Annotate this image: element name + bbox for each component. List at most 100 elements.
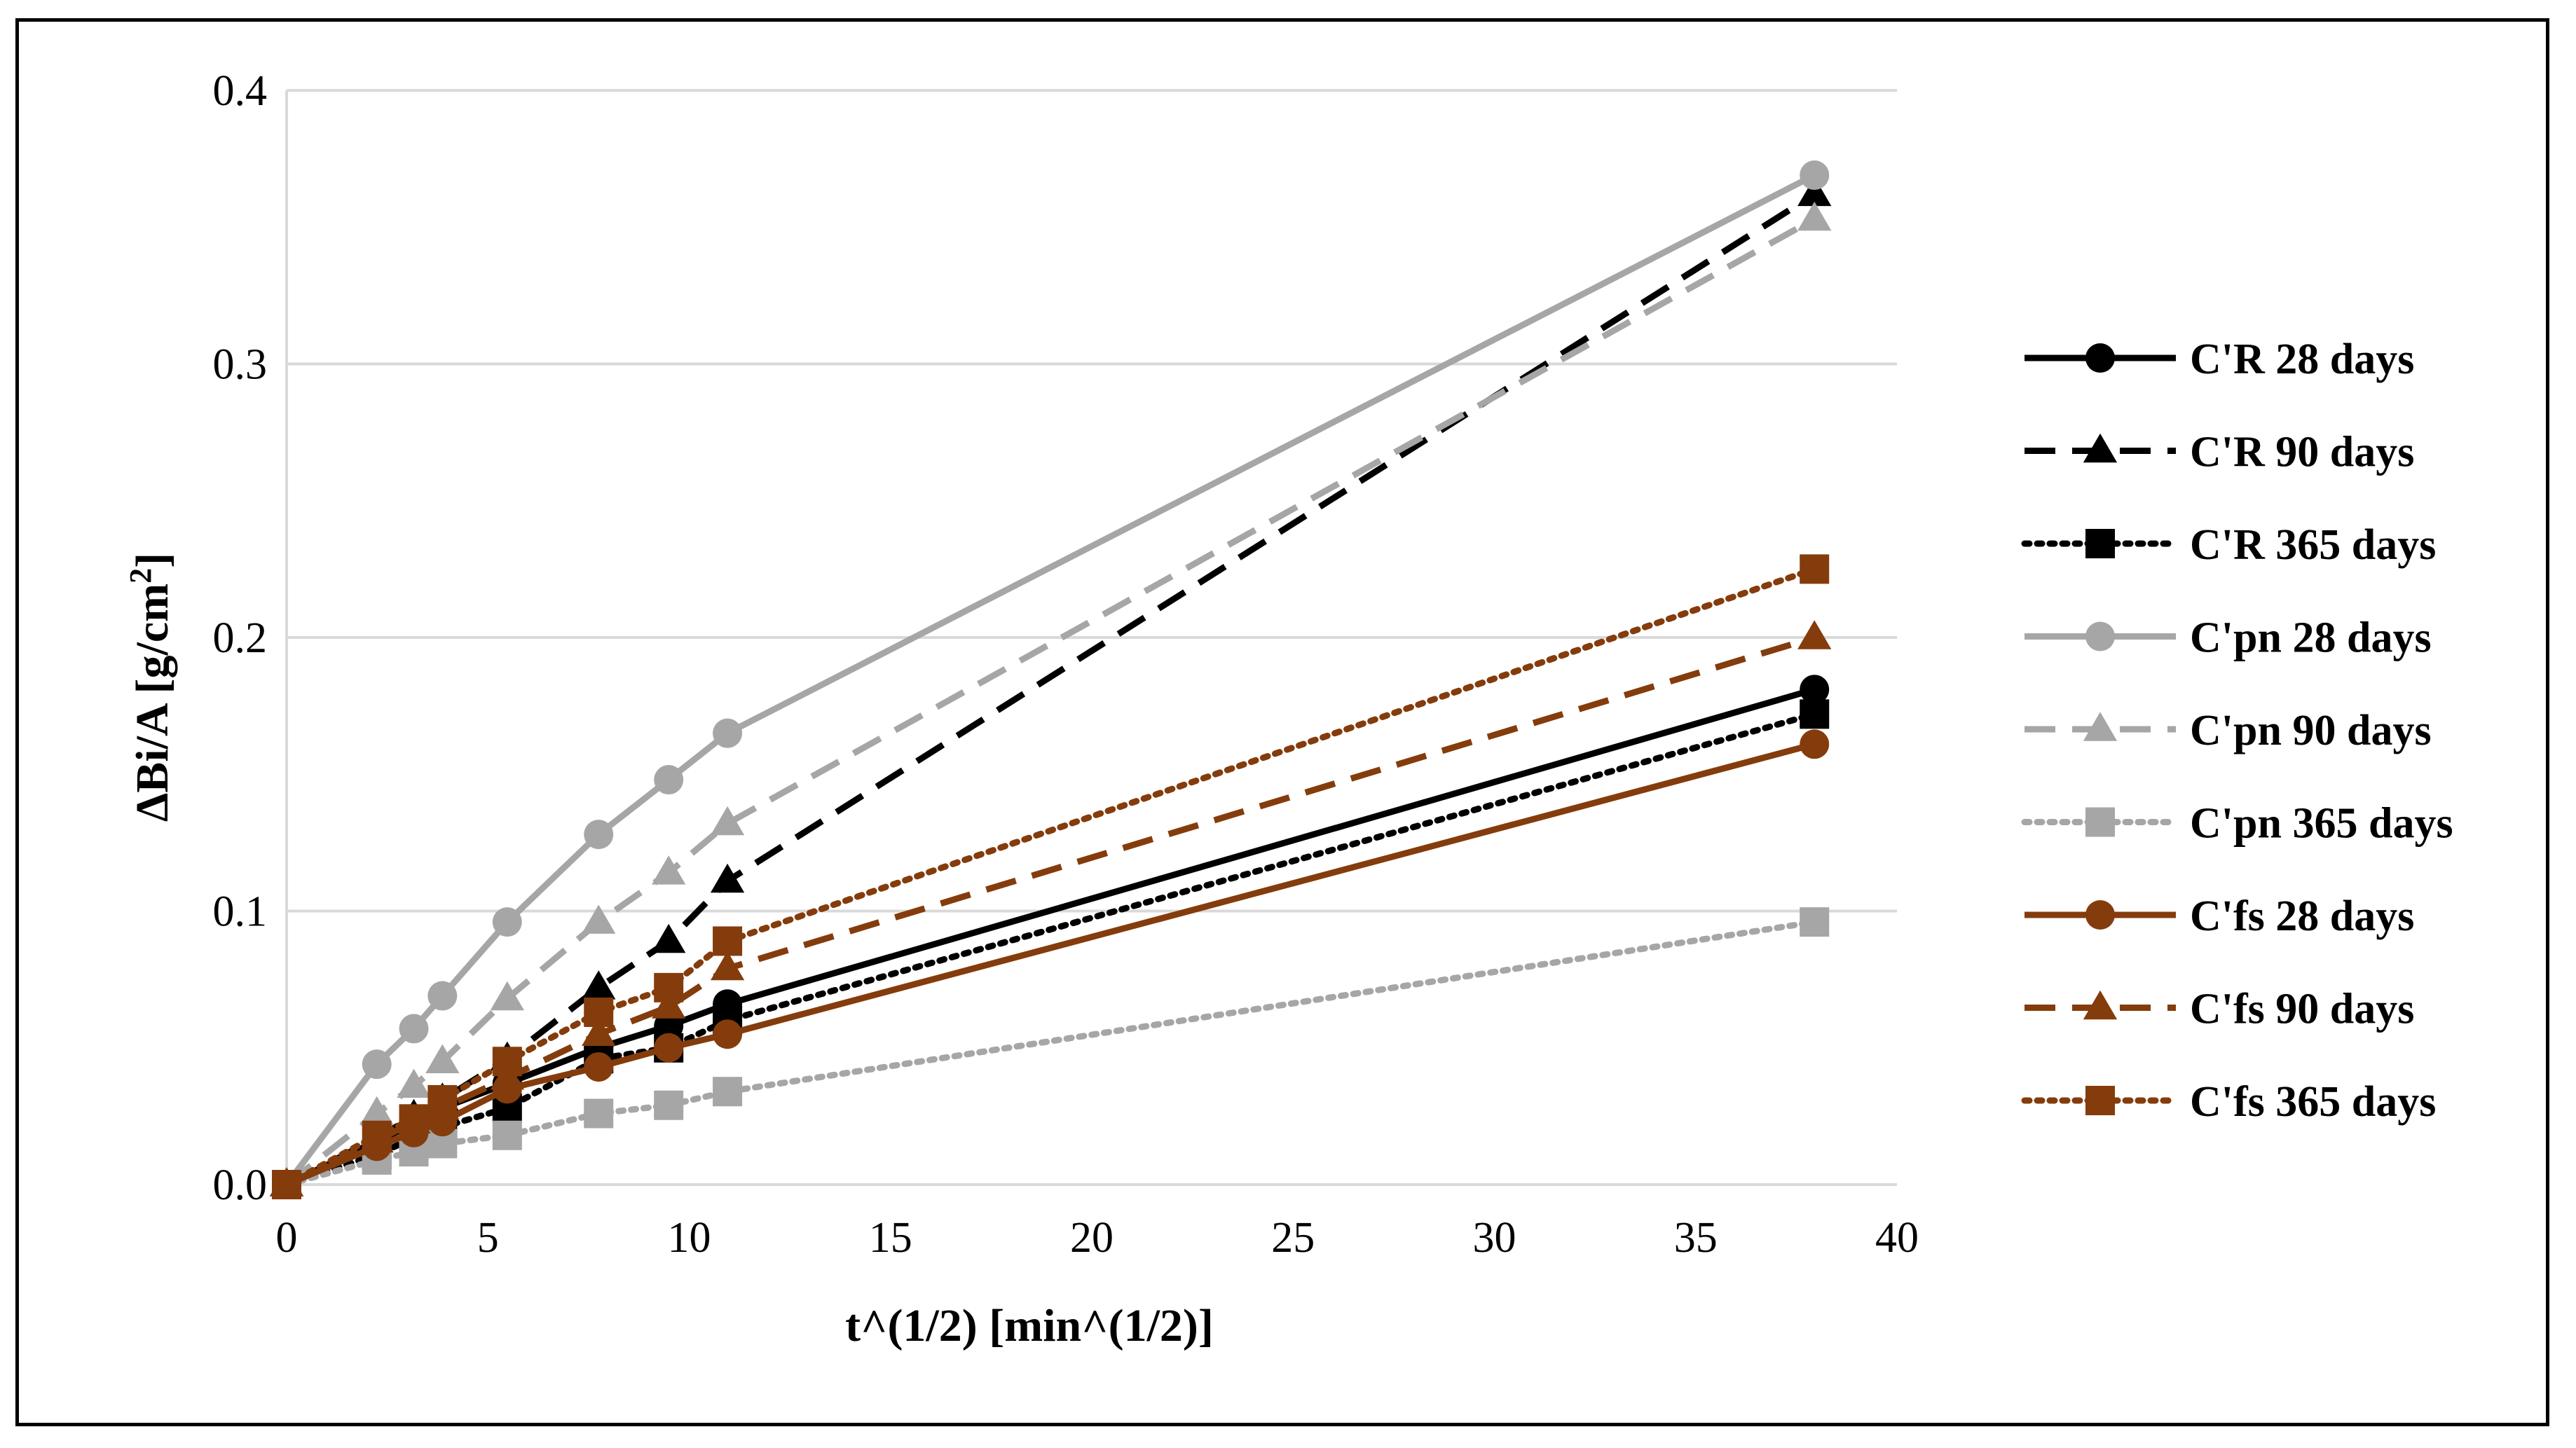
legend-item: C'R 28 days — [2025, 336, 2414, 383]
x-axis-title: t^(1/2) [min^(1/2)] — [845, 1300, 1214, 1351]
legend-item: C'fs 365 days — [2021, 1078, 2436, 1126]
legend-item: C'fs 90 days — [2025, 986, 2414, 1033]
y-tick-label: 0.1 — [213, 888, 268, 936]
legend-marker — [2083, 433, 2118, 463]
data-point — [1797, 201, 1832, 231]
y-tick-label: 0.3 — [213, 341, 268, 389]
y-axis-title-main: ΔBi/A [g/cm — [127, 584, 178, 822]
data-point — [425, 1044, 460, 1074]
data-point — [652, 923, 686, 953]
series-4 — [272, 160, 1830, 1199]
data-point — [1797, 620, 1832, 649]
data-point — [1800, 729, 1830, 759]
x-tick-label: 20 — [1070, 1214, 1114, 1262]
x-tick-label: 15 — [869, 1214, 912, 1262]
data-point — [652, 855, 686, 885]
legend-label: C'pn 28 days — [2190, 614, 2432, 662]
data-point — [584, 1098, 614, 1129]
legend-marker — [2085, 529, 2115, 558]
data-point — [272, 1170, 301, 1199]
y-tick-label: 0.4 — [213, 67, 268, 115]
x-axis-ticks: 0 5 10 15 20 25 30 35 40 — [276, 1214, 1919, 1262]
grid-lines — [287, 89, 1897, 913]
legend-label: C'pn 365 days — [2190, 800, 2453, 848]
data-point — [492, 907, 522, 937]
data-point — [397, 1068, 431, 1098]
data-point — [654, 1090, 684, 1120]
x-tick-label: 30 — [1473, 1214, 1516, 1262]
data-point — [399, 1014, 429, 1044]
legend-label: C'fs 28 days — [2190, 892, 2414, 940]
data-point — [713, 1019, 743, 1049]
y-axis-ticks: 0.0 0.1 0.2 0.3 0.4 — [213, 67, 268, 1209]
data-point — [1800, 699, 1830, 729]
legend-item: C'R 365 days — [2021, 521, 2436, 569]
legend-label: C'R 365 days — [2190, 521, 2436, 569]
legend-marker — [2083, 990, 2118, 1020]
data-point — [582, 970, 616, 1000]
data-point — [1800, 907, 1830, 937]
data-point — [584, 997, 614, 1027]
data-point — [713, 718, 743, 748]
line-chart: 0.0 0.1 0.2 0.3 0.4 0 5 10 15 20 25 30 35 40 C'R 28 … — [123, 67, 2453, 1351]
data-point — [1800, 554, 1830, 584]
x-tick-label: 40 — [1875, 1214, 1919, 1262]
data-point — [713, 926, 743, 956]
data-point — [1800, 675, 1830, 705]
legend-marker — [2085, 1086, 2115, 1115]
series-5 — [269, 201, 1832, 1197]
data-point — [654, 972, 684, 1002]
data-point — [492, 1120, 522, 1150]
data-point — [359, 1096, 394, 1126]
legend-marker — [2085, 621, 2115, 651]
data-point — [582, 1016, 616, 1046]
y-axis-title-end: ] — [127, 553, 178, 568]
data-point — [582, 904, 616, 934]
data-point — [362, 1120, 392, 1150]
legend-item: C'R 90 days — [2025, 429, 2414, 476]
chart-frame: 0.0 0.1 0.2 0.3 0.4 0 5 10 15 20 25 30 35 40 C'R 28 … — [15, 18, 2549, 1426]
x-tick-label: 0 — [276, 1214, 298, 1262]
legend-label: C'R 28 days — [2190, 336, 2414, 383]
data-point — [492, 1047, 522, 1077]
data-point — [490, 981, 524, 1011]
legend-label: C'fs 90 days — [2190, 986, 2414, 1033]
legend-marker — [2085, 807, 2115, 837]
data-point — [584, 1052, 614, 1082]
legend-item: C'fs 28 days — [2025, 892, 2414, 940]
y-tick-label: 0.0 — [213, 1161, 268, 1209]
data-point — [713, 1077, 743, 1107]
data-point — [584, 820, 614, 850]
x-tick-label: 25 — [1271, 1214, 1315, 1262]
data-point — [427, 1084, 458, 1115]
legend-marker — [2085, 900, 2115, 930]
data-point — [1797, 177, 1832, 207]
legend-label: C'fs 365 days — [2190, 1078, 2436, 1126]
x-tick-label: 10 — [668, 1214, 711, 1262]
series-9 — [272, 554, 1830, 1199]
data-point — [710, 806, 745, 836]
y-tick-label: 0.2 — [213, 614, 268, 662]
data-series — [269, 160, 1832, 1199]
legend-label: C'R 90 days — [2190, 429, 2414, 476]
axes — [285, 90, 1897, 1186]
legend: C'R 28 days C'R 90 days C'R 365 days C'pn 2… — [2021, 336, 2453, 1126]
y-axis-title-superscript: 2 — [123, 568, 158, 584]
data-point — [652, 989, 686, 1019]
legend-item: C'pn 90 days — [2025, 707, 2432, 754]
data-point — [362, 1049, 392, 1080]
data-point — [654, 1033, 684, 1063]
legend-item: C'pn 28 days — [2025, 614, 2432, 662]
x-tick-label: 5 — [477, 1214, 499, 1262]
data-point — [399, 1104, 429, 1134]
y-axis-title: ΔBi/A [g/cm2] — [123, 553, 178, 822]
legend-marker — [2085, 343, 2115, 373]
legend-item: C'pn 365 days — [2021, 800, 2453, 848]
data-point — [427, 981, 458, 1011]
x-tick-label: 35 — [1674, 1214, 1718, 1262]
data-point — [710, 863, 745, 893]
data-point — [710, 951, 745, 981]
data-point — [1800, 160, 1830, 191]
series-2 — [269, 177, 1832, 1197]
legend-label: C'pn 90 days — [2190, 707, 2432, 754]
